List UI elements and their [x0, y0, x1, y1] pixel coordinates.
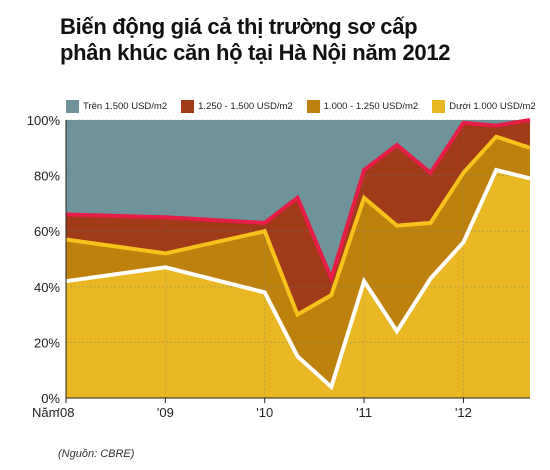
legend-swatch — [66, 99, 79, 113]
legend-label: 1.000 - 1.250 USD/m2 — [323, 100, 419, 112]
y-tick-label-60: 60% — [34, 224, 60, 239]
y-tick-label-20: 20% — [34, 335, 60, 350]
chart-title-line-1: Biến động giá cả thị trường sơ cấp — [60, 14, 418, 39]
line-d-i-1-000-usd-m2 — [65, 167, 531, 391]
x-tick-label-2: '10 — [256, 405, 273, 420]
legend-swatch — [181, 99, 195, 113]
legend-item-tr-n-1-500-usd-m2: Trên 1.500 USD/m2 — [66, 99, 168, 113]
legend-swatch — [306, 99, 320, 113]
legend-label: 1.250 - 1.500 USD/m2 — [198, 100, 293, 112]
legend-swatch — [432, 99, 446, 113]
area-1-000-1-250-usd-m2 — [66, 136, 530, 387]
area-d-i-1-000-usd-m2 — [66, 170, 530, 398]
legend-item-d-i-1-000-usd-m2: Dưới 1.000 USD/m2 — [432, 99, 536, 113]
x-tick-label-4: '12 — [455, 405, 472, 420]
area-tr-n-1-500-usd-m2 — [66, 120, 530, 279]
chart-legend: Trên 1.500 USD/m2 1.250 - 1.500 USD/m2 1.0… — [66, 97, 536, 115]
x-tick-label-0: '08 — [58, 405, 75, 420]
x-tick-label-1: '09 — [157, 405, 174, 420]
legend-item-1-250-1-500-usd-m2: 1.250 - 1.500 USD/m2 — [181, 99, 293, 113]
legend-label: Trên 1.500 USD/m2 — [83, 100, 168, 112]
area-1-250-1-500-usd-m2 — [66, 120, 530, 315]
source-note: (Nguồn: CBRE) — [58, 448, 135, 460]
line-1-000-1-250-usd-m2 — [65, 134, 531, 318]
legend-label: Dưới 1.000 USD/m2 — [449, 100, 536, 112]
y-tick-label-80: 80% — [34, 169, 60, 184]
x-tick-label-3: '11 — [356, 405, 372, 420]
chart-title-line-2: phân khúc căn hộ tại Hà Nội năm 2012 — [60, 40, 451, 65]
chart-title: Biến động giá cả thị trường sơ cấp phân … — [60, 14, 530, 66]
y-tick-label-0: 0% — [41, 391, 60, 406]
legend-item-1-000-1-250-usd-m2: 1.000 - 1.250 USD/m2 — [306, 99, 419, 113]
line-1-250-1-500-usd-m2 — [65, 118, 531, 285]
y-tick-label-40: 40% — [34, 280, 60, 295]
x-axis-prefix: Năm — [32, 405, 59, 420]
y-tick-label-100: 100% — [27, 113, 61, 128]
